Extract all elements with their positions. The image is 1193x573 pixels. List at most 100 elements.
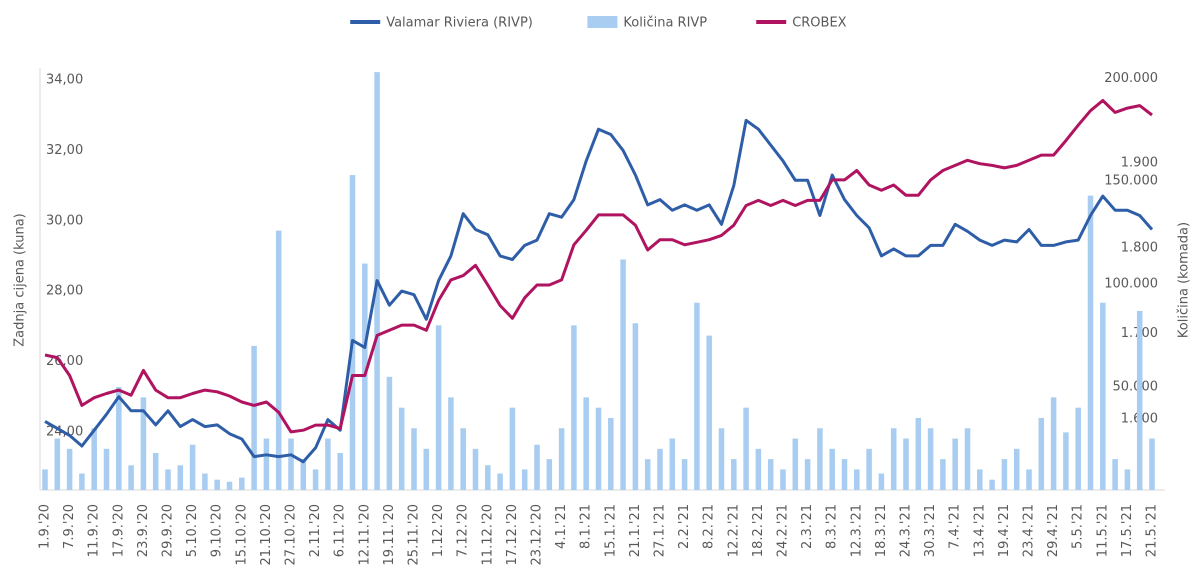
volume-bar <box>755 448 762 490</box>
volume-bar <box>251 345 257 490</box>
volume-bar <box>940 459 946 490</box>
volume-bar <box>608 417 614 490</box>
volume-bar <box>767 459 774 490</box>
x-tick-label: 12.3.'21 <box>849 504 864 557</box>
x-tick-label: 19.4.'21 <box>997 504 1012 557</box>
x-tick-label: 29.9.'20 <box>161 504 176 557</box>
volume-bar <box>1136 310 1143 490</box>
volume-bar <box>263 438 270 490</box>
volume-bar <box>165 469 171 490</box>
volume-bar <box>571 325 577 490</box>
x-tick-label: 13.4.'21 <box>972 504 987 557</box>
y2-tick-label: 150.000 <box>1104 174 1158 189</box>
x-tick-label: 9.10.'20 <box>210 504 225 557</box>
x-tick-label: 12.11.'20 <box>357 504 372 565</box>
volume-bar <box>669 438 676 490</box>
volume-bar <box>1100 302 1106 490</box>
volume-bar <box>694 302 700 490</box>
legend-item: Količina RIVP <box>587 16 707 31</box>
volume-bar <box>509 407 516 490</box>
x-tick-label: 15.10.'20 <box>234 504 249 565</box>
volume-bar <box>620 259 626 490</box>
volume-bar <box>312 469 319 490</box>
volume-bar <box>226 481 233 490</box>
x-tick-label: 2.3.'21 <box>800 504 815 549</box>
volume-bar <box>546 459 553 490</box>
volume-bar <box>103 448 110 490</box>
volume-bar <box>288 438 294 490</box>
volume-bar <box>595 407 602 490</box>
volume-bar <box>349 175 356 491</box>
legend-label: Valamar Riviera (RIVP) <box>386 16 533 31</box>
y2-axis-label: Količina (komada) <box>1177 222 1192 338</box>
volume-bar <box>54 438 61 490</box>
x-tick-label: 18.2.'21 <box>751 504 766 557</box>
volume-bar <box>1112 459 1118 490</box>
volume-bar <box>681 459 688 490</box>
volume-bar <box>890 428 897 490</box>
y-tick-label: 28,00 <box>46 284 83 299</box>
volume-bar <box>411 428 417 490</box>
price-line <box>44 118 1154 464</box>
volume-bar <box>1026 469 1032 490</box>
volume-bar <box>152 452 159 490</box>
volume-bar <box>878 473 885 490</box>
volume-bar <box>435 325 442 490</box>
volume-bar <box>534 444 540 490</box>
volume-bar <box>792 438 799 490</box>
volume-bar <box>42 469 48 490</box>
volume-bar <box>964 428 971 490</box>
volume-bar <box>1013 448 1020 490</box>
price-line <box>44 99 1153 434</box>
volume-bar <box>1087 195 1094 490</box>
volume-bar <box>731 459 737 490</box>
x-tick-label: 23.12.'20 <box>530 504 545 565</box>
y-tick-label: 30,00 <box>46 213 83 228</box>
volume-bar <box>275 230 282 490</box>
volume-bar <box>780 469 786 490</box>
volume-bar <box>485 465 491 490</box>
volume-bar <box>202 473 208 490</box>
x-tick-label: 17.5.'21 <box>1120 504 1135 557</box>
volume-bar <box>189 444 196 490</box>
legend-item: CROBEX <box>756 16 847 31</box>
volume-bar <box>743 407 749 490</box>
volume-bar <box>706 335 712 490</box>
x-tick-label: 19.11.'20 <box>382 504 397 565</box>
volume-bar <box>337 452 343 490</box>
y-axis-label: Zadnja cijena (kuna) <box>13 213 28 347</box>
x-tick-label: 11.12.'20 <box>480 504 495 565</box>
volume-bar <box>214 479 220 490</box>
x-tick-label: 27.1.'21 <box>653 504 668 557</box>
x-tick-label: 5.5.'21 <box>1071 504 1086 549</box>
x-tick-label: 5.10.'20 <box>185 504 200 557</box>
volume-bar <box>66 448 73 490</box>
x-tick-label: 1.9.'20 <box>38 504 53 549</box>
x-tick-label: 2.2.'21 <box>677 504 692 549</box>
volume-bar <box>116 387 122 490</box>
x-tick-label: 11.5.'21 <box>1095 504 1110 557</box>
x-tick-label: 6.11.'20 <box>333 504 348 557</box>
x-tick-label: 7.9.'20 <box>62 504 77 549</box>
volume-bar <box>128 465 134 490</box>
x-tick-label: 21.1.'21 <box>628 504 643 557</box>
volume-bar <box>1038 417 1045 490</box>
volume-bar <box>91 428 97 490</box>
x-tick-label: 8.1.'21 <box>579 504 594 549</box>
volume-bar <box>644 459 651 490</box>
x-tick-label: 4.1.'21 <box>554 504 569 549</box>
legend-label: Količina RIVP <box>623 16 707 31</box>
volume-bar <box>854 469 860 490</box>
x-tick-label: 7.12.'20 <box>456 504 471 557</box>
x-tick-label: 21.5.'21 <box>1145 504 1160 557</box>
x-tick-label: 8.2.'21 <box>702 504 717 549</box>
y3-tick-label: 1.800 <box>1121 241 1158 256</box>
x-tick-label: 29.4.'21 <box>1046 504 1061 557</box>
x-tick-label: 12.2.'21 <box>726 504 741 557</box>
volume-bar <box>472 448 479 490</box>
volume-bar <box>866 448 872 490</box>
volume-bar <box>1063 432 1069 490</box>
volume-bar <box>1001 459 1008 490</box>
x-tick-label: 18.3.'21 <box>874 504 889 557</box>
x-tick-label: 17.12.'20 <box>505 504 520 565</box>
